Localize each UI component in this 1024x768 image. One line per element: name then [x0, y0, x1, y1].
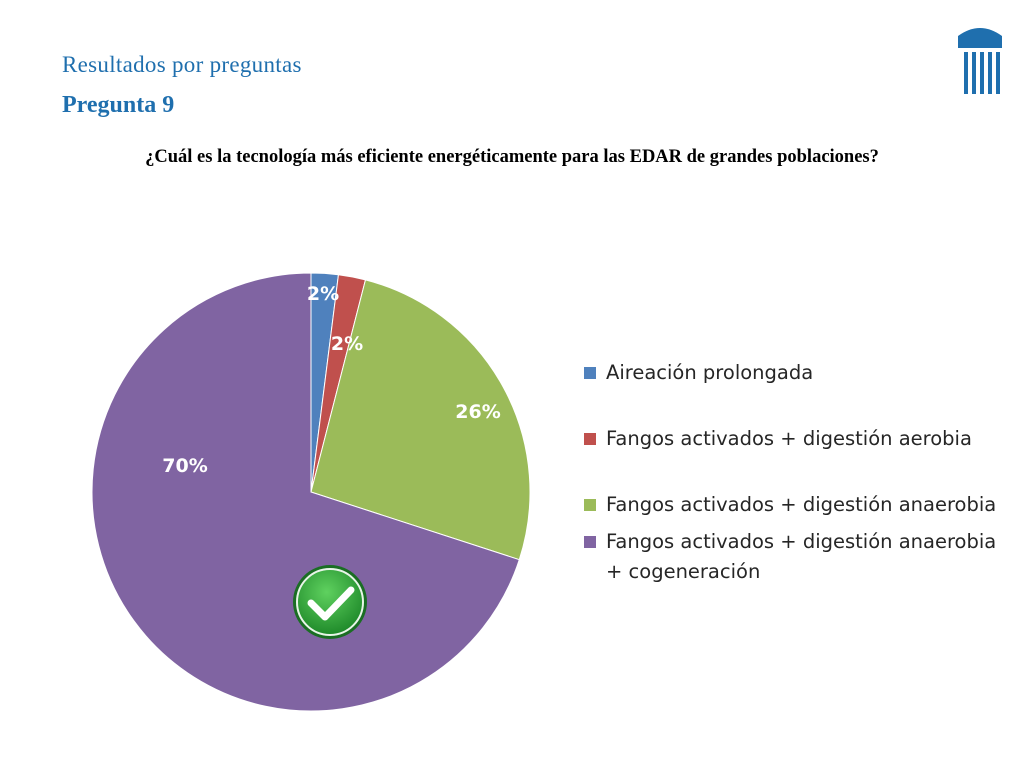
columns-logo-icon: [958, 28, 1002, 94]
chart-legend: Aireación prolongada Fangos activados + …: [584, 358, 1004, 587]
pie-slice: [91, 272, 520, 712]
checkmark-icon: [293, 565, 367, 639]
legend-swatch: [584, 499, 596, 511]
page-title: Pregunta 9: [62, 92, 175, 118]
legend-label: Aireación prolongada: [606, 361, 814, 384]
slice-label: 2%: [307, 283, 339, 305]
legend-swatch: [584, 367, 596, 379]
slice-label: 26%: [455, 401, 500, 423]
slice-label: 70%: [162, 455, 207, 477]
section-subtitle: Resultados por preguntas: [62, 52, 302, 77]
question-text: ¿Cuál es la tecnología más eficiente ene…: [145, 147, 879, 167]
pie-slice: [310, 279, 531, 561]
legend-label: Fangos activados + digestión anaerobia: [606, 493, 997, 516]
legend-swatch: [584, 536, 596, 548]
legend-label: Fangos activados + digestión aerobia: [606, 427, 972, 450]
legend-item: Fangos activados + digestión aerobia: [584, 424, 1004, 454]
legend-swatch: [584, 433, 596, 445]
legend-item: Fangos activados + digestión anaerobia +…: [584, 527, 1004, 587]
slice-label: 2%: [331, 333, 363, 355]
legend-label: Fangos activados + digestión anaerobia +…: [606, 530, 997, 583]
legend-item: Fangos activados + digestión anaerobia: [584, 490, 1004, 520]
legend-item: Aireación prolongada: [584, 358, 1004, 388]
